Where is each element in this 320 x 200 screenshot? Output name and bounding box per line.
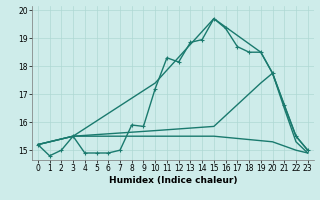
X-axis label: Humidex (Indice chaleur): Humidex (Indice chaleur) (108, 176, 237, 185)
